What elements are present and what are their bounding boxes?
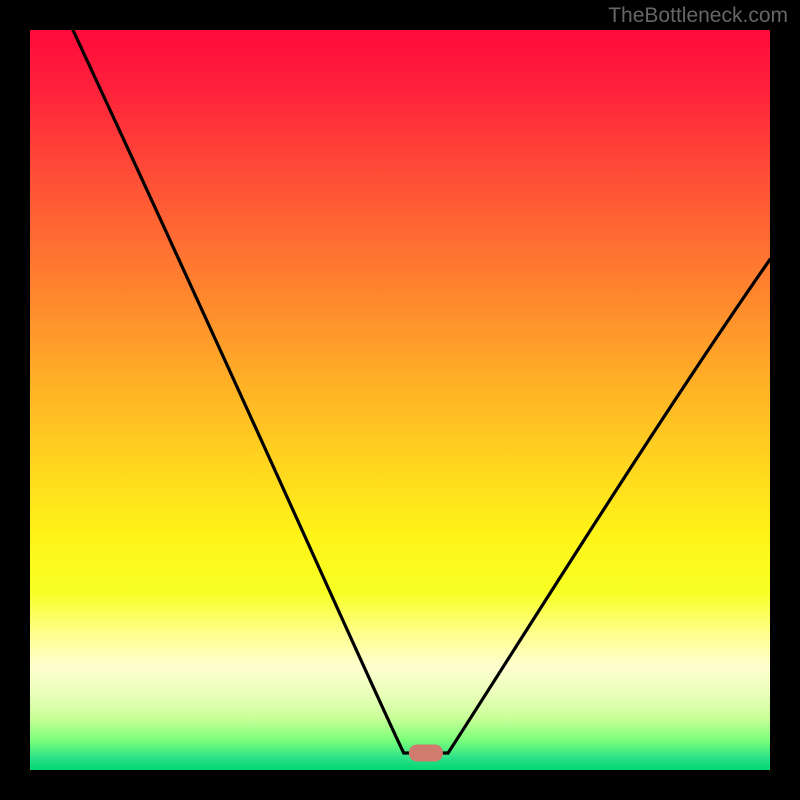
optimal-marker bbox=[409, 744, 443, 761]
chart-svg bbox=[0, 0, 800, 800]
bottleneck-chart: TheBottleneck.com bbox=[0, 0, 800, 800]
plot-area bbox=[30, 30, 770, 770]
watermark-text: TheBottleneck.com bbox=[608, 4, 788, 28]
